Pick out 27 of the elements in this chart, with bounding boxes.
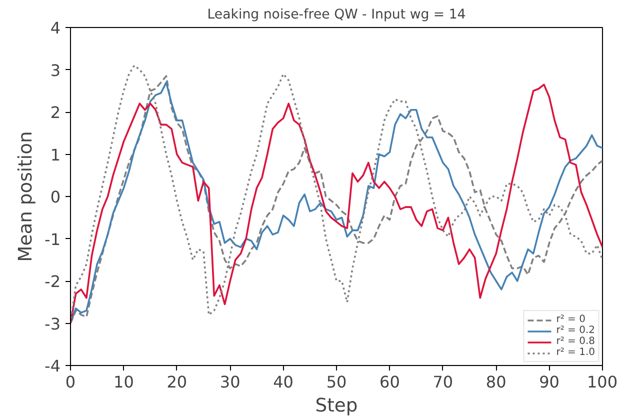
x-tick-label: 100 (586, 372, 617, 392)
y-tick-label: -4 (44, 356, 60, 376)
y-tick-label: -1 (44, 230, 60, 249)
x-tick-label: 70 (432, 372, 454, 392)
y-tick-label: -3 (44, 314, 60, 334)
x-tick-label: 20 (166, 372, 188, 392)
y-tick-label: 4 (50, 18, 61, 38)
x-tick-label: 30 (220, 372, 240, 392)
y-tick-label: 3 (50, 60, 61, 80)
legend-label: r² = 0.8 (556, 336, 595, 347)
x-tick-label: 80 (486, 372, 506, 392)
y-tick-label: 1 (50, 145, 61, 164)
x-tick-label: 60 (380, 372, 400, 392)
x-tick-label: 0 (65, 372, 76, 392)
y-tick-label: 2 (50, 103, 61, 122)
x-axis-title: Step (315, 396, 358, 416)
x-tick-label: 10 (114, 372, 134, 392)
y-axis-title: Mean position (16, 131, 37, 262)
chart-title: Leaking noise-free QW - Input wg = 14 (207, 8, 466, 22)
y-tick-label: 0 (50, 188, 61, 206)
x-tick-label: 40 (273, 372, 294, 392)
x-tick-label: 50 (326, 372, 347, 392)
y-tick-label: -2 (44, 272, 60, 291)
legend-label: r² = 0 (556, 314, 586, 325)
x-tick-label: 90 (539, 372, 560, 392)
legend-label: r² = 0.2 (556, 325, 595, 336)
legend-label: r² = 1.0 (556, 347, 595, 358)
